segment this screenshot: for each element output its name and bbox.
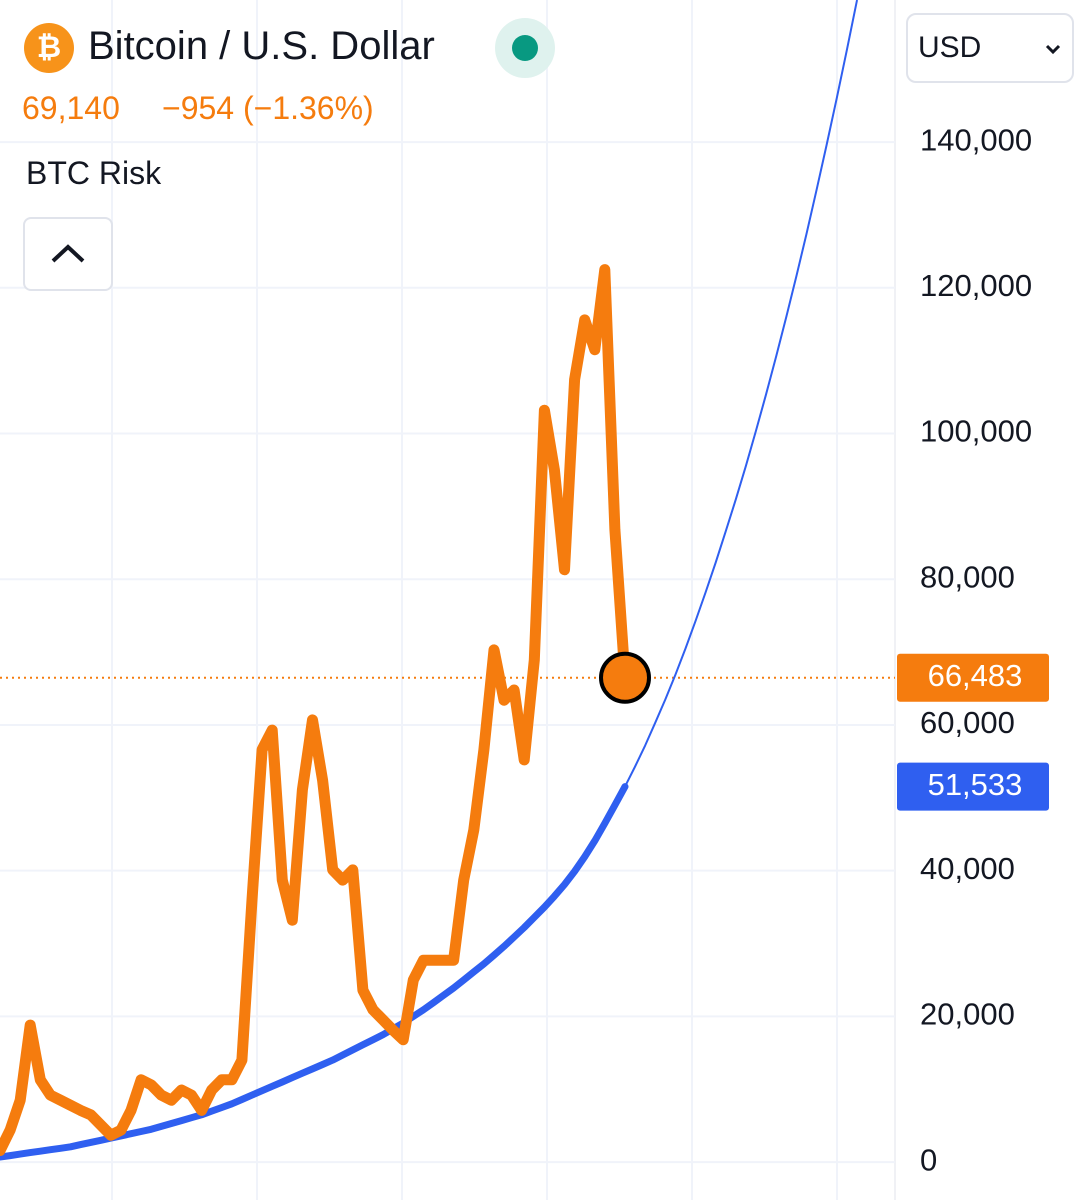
last-price: 69,140 <box>22 90 120 126</box>
price-change: −954 (−1.36%) <box>162 90 374 126</box>
y-tick-label: 0 <box>920 1142 937 1177</box>
series-line <box>0 783 629 1161</box>
price-marker-label: 51,533 <box>928 767 1023 802</box>
chevron-up <box>51 244 85 263</box>
collapse-button[interactable] <box>23 217 113 291</box>
status-dot-inner <box>512 35 538 61</box>
currency-select[interactable]: USD <box>906 13 1074 83</box>
last-point <box>599 651 651 704</box>
y-tick-label: 60,000 <box>920 705 1015 740</box>
chart-title: Bitcoin / U.S. Dollar <box>88 24 435 68</box>
series-line <box>0 264 631 1156</box>
chevron-down <box>1045 44 1061 55</box>
indicator-name: BTC Risk <box>26 155 162 191</box>
y-tick-label: 120,000 <box>920 268 1032 303</box>
series-line <box>624 0 858 788</box>
y-tick-label: 140,000 <box>920 122 1032 157</box>
y-tick-label: 100,000 <box>920 414 1032 449</box>
price-marker <box>897 653 1049 702</box>
y-tick-label: 80,000 <box>920 559 1015 594</box>
price-marker <box>897 762 1049 811</box>
y-tick-label: 40,000 <box>920 851 1015 886</box>
currency-label: USD <box>918 31 982 64</box>
coin-icon: ₿ <box>24 23 74 73</box>
y-tick-label: 20,000 <box>920 997 1015 1032</box>
price-marker-label: 66,483 <box>928 658 1023 693</box>
status-dot <box>495 18 555 78</box>
